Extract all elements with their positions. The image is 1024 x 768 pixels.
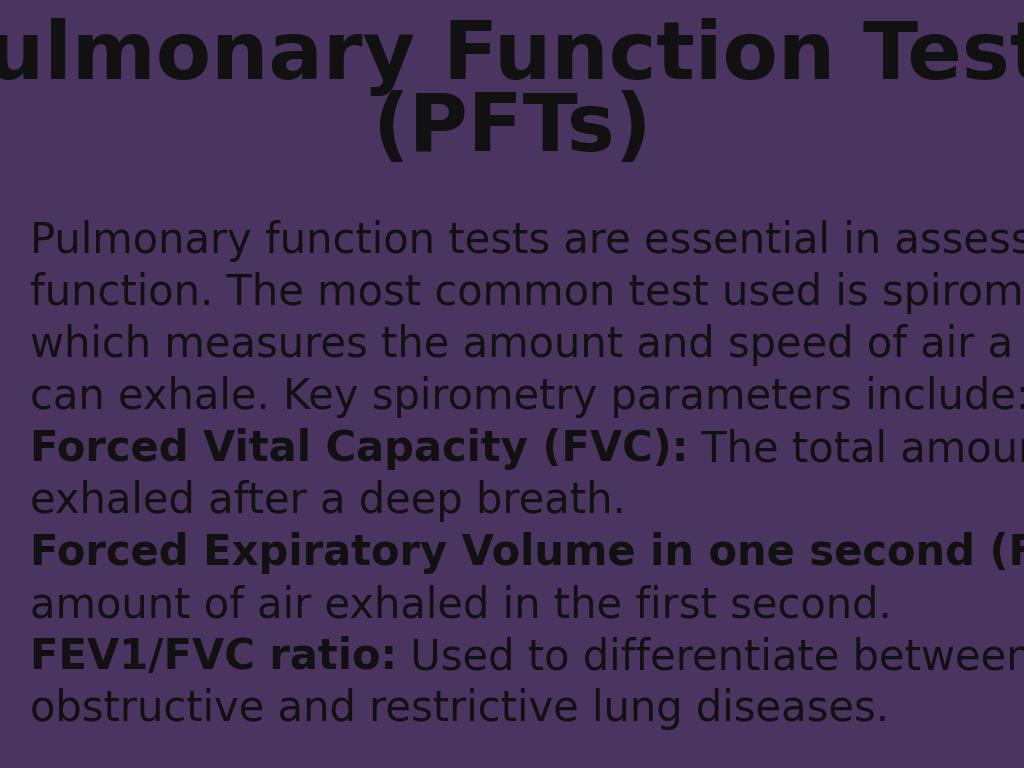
Text: obstructive and restrictive lung diseases.: obstructive and restrictive lung disease… — [30, 688, 889, 730]
Text: Pulmonary function tests are essential in assessing lung
function. The most comm: Pulmonary function tests are essential i… — [30, 220, 1024, 418]
Text: Used to differentiate between: Used to differentiate between — [397, 636, 1024, 678]
Text: (PFTs): (PFTs) — [372, 90, 652, 168]
Text: Pulmonary Function Tests: Pulmonary Function Tests — [0, 18, 1024, 96]
Text: Forced Vital Capacity (FVC):: Forced Vital Capacity (FVC): — [30, 428, 688, 470]
Text: The total amount of air: The total amount of air — [688, 428, 1024, 470]
Text: exhaled after a deep breath.: exhaled after a deep breath. — [30, 480, 626, 522]
Text: amount of air exhaled in the first second.: amount of air exhaled in the first secon… — [30, 584, 892, 626]
Text: Forced Expiratory Volume in one second (FEV1):: Forced Expiratory Volume in one second (… — [30, 532, 1024, 574]
Text: FEV1/FVC ratio:: FEV1/FVC ratio: — [30, 636, 397, 678]
